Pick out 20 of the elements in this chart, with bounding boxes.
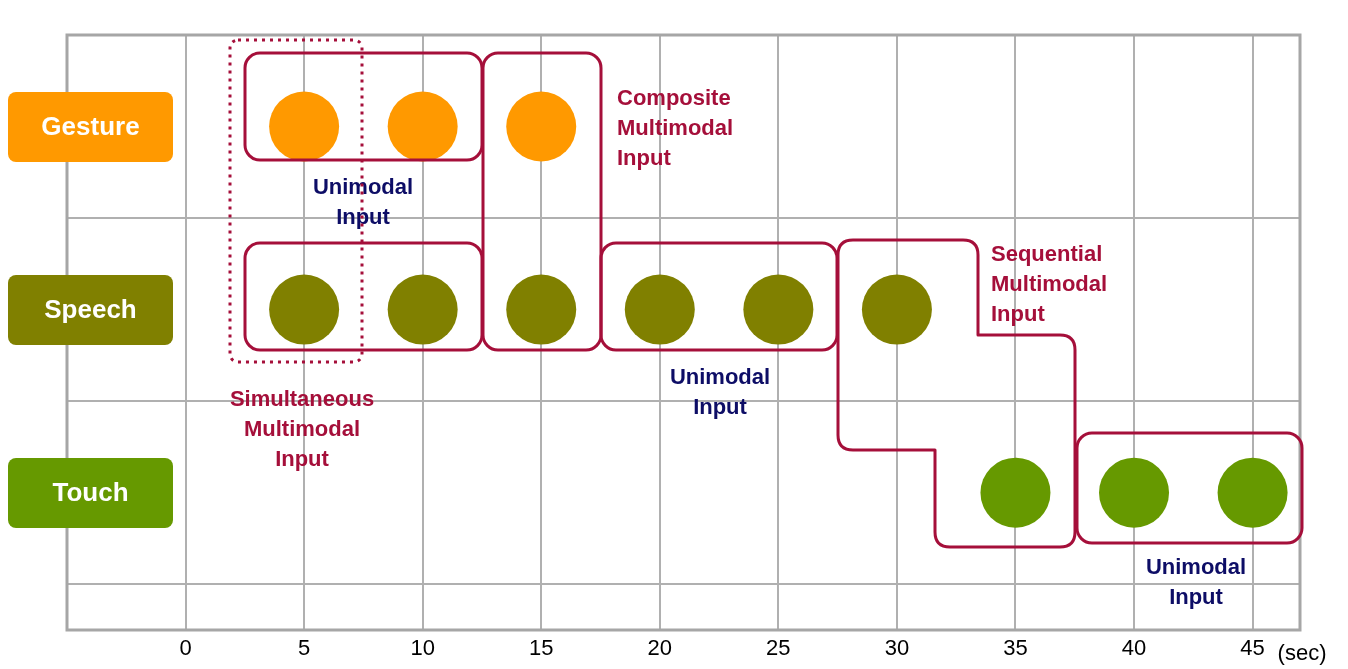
annotation: Composite Multimodal Input [617,85,734,171]
annotation: Unimodal Input [1145,554,1247,610]
x-axis-title: (sec) [1277,640,1327,666]
x-tick-label: 35 [1003,635,1028,661]
annotation: Unimodal Input [312,174,414,230]
x-tick-label: 0 [179,635,192,661]
y-tick-label: Gesture [41,111,140,143]
annotation: Unimodal Input [669,364,771,420]
y-tick-label: Speech [44,294,137,326]
x-tick-label: 30 [884,635,910,661]
x-tick-label: 40 [1121,635,1147,661]
x-tick-label: 20 [647,635,673,661]
annotation: Sequential Multimodal Input [991,241,1108,327]
x-tick-label: 15 [528,635,554,661]
x-tick-label: 10 [410,635,435,661]
x-tick-label: 25 [766,635,791,661]
x-tick-label: 45 [1240,635,1265,661]
annotation: Simultaneous Multimodal Input [229,386,375,472]
x-tick-label: 5 [297,635,311,661]
y-tick-label: Touch [52,477,129,509]
